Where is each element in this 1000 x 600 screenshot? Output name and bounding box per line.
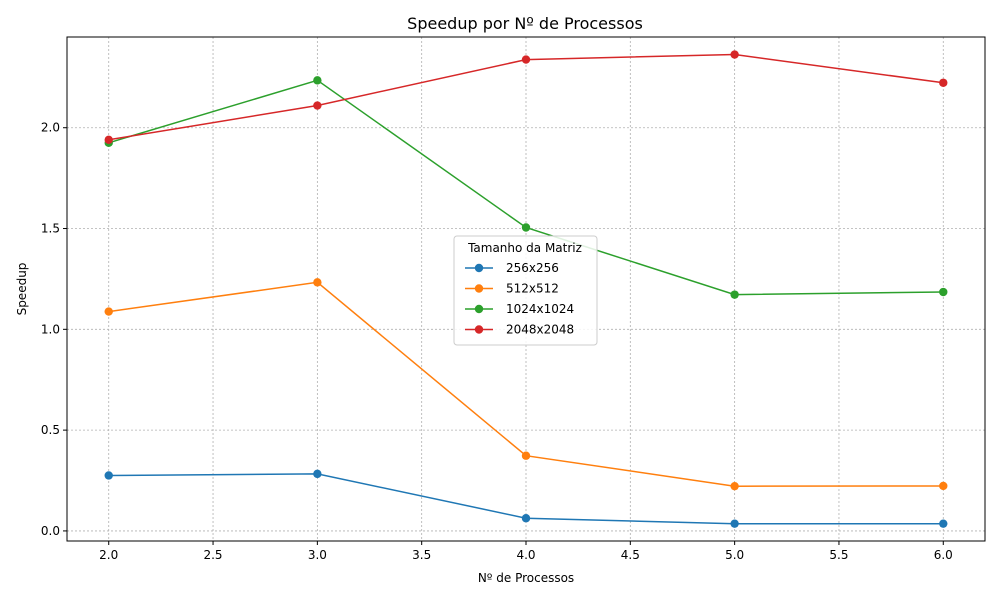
x-tick-label: 5.5 — [829, 548, 848, 562]
legend-items: 256x256 512x512 1024x1024 2048x2048 — [465, 261, 574, 337]
x-tick-label: 6.0 — [934, 548, 953, 562]
y-tick-label: 1.5 — [41, 222, 60, 236]
y-axis-ticks: 0.0 0.5 1.0 1.5 2.0 — [41, 121, 67, 538]
legend-label: 512x512 — [506, 282, 559, 296]
data-point-256x256 — [521, 514, 531, 523]
y-tick-label: 2.0 — [41, 121, 60, 135]
data-point-512x512 — [313, 278, 322, 287]
legend-label: 2048x2048 — [506, 323, 574, 337]
x-tick-label: 2.0 — [99, 548, 118, 562]
x-axis-label: Nº de Processos — [478, 571, 574, 585]
data-point-2048x2048 — [104, 135, 113, 145]
legend-swatch-marker — [474, 304, 484, 314]
data-point-512x512 — [730, 481, 739, 491]
legend-swatch-marker — [474, 284, 484, 293]
y-tick-label: 1.0 — [41, 322, 60, 336]
data-point-1024x1024 — [730, 290, 739, 299]
y-tick-label: 0.5 — [41, 423, 60, 437]
data-point-1024x1024 — [313, 76, 322, 85]
data-point-256x256 — [939, 519, 948, 528]
legend-label: 256x256 — [506, 261, 559, 275]
x-axis-ticks: 2.0 2.5 3.0 3.5 4.0 4.5 5.0 5.5 6.0 — [99, 541, 953, 562]
series-layer — [104, 50, 948, 528]
data-point-256x256 — [313, 469, 322, 479]
data-point-512x512 — [939, 481, 948, 491]
data-point-512x512 — [104, 307, 113, 316]
data-point-1024x1024 — [939, 287, 948, 297]
x-tick-label: 2.5 — [203, 548, 222, 562]
x-tick-label: 3.5 — [412, 548, 431, 562]
x-tick-label: 3.0 — [308, 548, 327, 562]
data-point-256x256 — [730, 519, 739, 528]
x-tick-label: 4.5 — [621, 548, 640, 562]
chart-title: Speedup por Nº de Processos — [407, 14, 643, 33]
legend-swatch-marker — [474, 325, 484, 334]
y-axis-label: Speedup — [15, 263, 29, 316]
data-point-2048x2048 — [939, 78, 948, 87]
legend-swatch-marker — [474, 263, 484, 273]
data-point-512x512 — [521, 451, 531, 460]
data-point-2048x2048 — [521, 55, 531, 64]
x-tick-label: 5.0 — [725, 548, 744, 562]
data-point-256x256 — [104, 471, 113, 480]
legend-label: 1024x1024 — [506, 302, 574, 316]
legend-box — [453, 235, 598, 346]
x-tick-label: 4.0 — [516, 548, 535, 562]
data-point-1024x1024 — [521, 223, 531, 232]
y-tick-label: 0.0 — [41, 524, 60, 538]
data-point-2048x2048 — [730, 50, 739, 59]
data-point-2048x2048 — [313, 101, 322, 110]
legend-title: Tamanho da Matriz — [467, 241, 582, 255]
legend: Tamanho da Matriz 256x256 512x512 1024x102… — [453, 235, 598, 346]
